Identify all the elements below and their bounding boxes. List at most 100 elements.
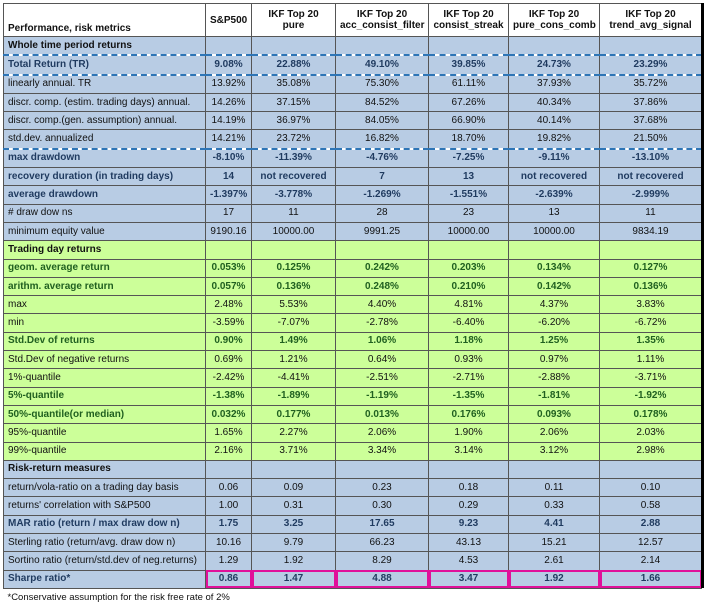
- metric-value: 0.210%: [428, 276, 509, 297]
- column-header-line1: IKF Top 20: [356, 9, 408, 20]
- table-row: discr. comp. (estim. trading days) annua…: [3, 92, 702, 113]
- metric-value: 8.29: [335, 551, 429, 571]
- metric-value: 9190.16: [205, 221, 252, 242]
- metric-value: 0.203%: [428, 258, 509, 278]
- metric-value: 2.27%: [251, 423, 336, 443]
- metric-value: 0.90%: [205, 331, 252, 352]
- metric-label: return/vola-ratio on a trading day basis: [3, 478, 206, 498]
- column-header-line2: pure_cons_comb: [513, 20, 596, 31]
- metric-value: not recovered: [599, 167, 702, 187]
- table-row: 5%-quantile -1.38% -1.89% -1.19% -1.35% -1.81…: [3, 386, 702, 406]
- metric-value: 15.21: [508, 533, 600, 553]
- metric-value: -9.11%: [508, 148, 600, 169]
- metric-label: max drawdown: [3, 148, 206, 169]
- table-row: max 2.48% 5.53% 4.40% 4.81% 4.37% 3.83%: [3, 295, 702, 315]
- metric-value: 4.81%: [428, 295, 509, 315]
- metric-value: 35.08%: [251, 74, 336, 94]
- metric-value: 13: [428, 167, 509, 187]
- metric-value: 0.10: [599, 478, 702, 498]
- metric-value: 0.11: [508, 478, 600, 498]
- metric-value: 2.06%: [508, 423, 600, 443]
- metric-value: 2.03%: [599, 423, 702, 443]
- table-row: 99%-quantile 2.16% 3.71% 3.34% 3.14% 3.12% 2.9…: [3, 441, 702, 461]
- table-row: Std.Dev of returns 0.90% 1.49% 1.06% 1.18% 1.…: [3, 331, 702, 352]
- metric-value: 4.37%: [508, 295, 600, 315]
- metric-value: -1.269%: [335, 185, 429, 205]
- table-row: recovery duration (in trading days) 14 not…: [3, 167, 702, 187]
- metric-value: 5.53%: [251, 295, 336, 315]
- metric-value: 2.88: [599, 514, 702, 535]
- metric-label: Sharpe ratio*: [3, 569, 206, 589]
- section-title: Trading day returns: [3, 240, 206, 260]
- metric-value: 3.71%: [251, 441, 336, 461]
- section-spacer: [205, 240, 252, 260]
- metric-value: 61.11%: [428, 74, 509, 94]
- metric-value: 1.65%: [205, 423, 252, 443]
- metric-value: 10.16: [205, 533, 252, 553]
- table-row: Sharpe ratio* 0.86 1.47 4.88 3.47 1.92 1.66: [3, 569, 702, 589]
- header-row: Performance, risk metrics S&P500 IKF Top 2…: [3, 3, 702, 37]
- metric-label: geom. average return: [3, 258, 206, 278]
- section-title: Whole time period returns: [3, 36, 206, 56]
- metric-value: 1.90%: [428, 423, 509, 443]
- metric-value: 1.92: [508, 569, 600, 589]
- metric-value: 2.06%: [335, 423, 429, 443]
- column-header: IKF Top 20 pure_cons_comb: [508, 3, 600, 37]
- column-header-line1: IKF Top 20: [625, 9, 676, 20]
- metric-value: 3.34%: [335, 441, 429, 461]
- metric-value: 1.25%: [508, 331, 600, 352]
- metric-label: Std.Dev of returns: [3, 331, 206, 352]
- metric-value: 0.64%: [335, 350, 429, 370]
- metric-value: 2.16%: [205, 441, 252, 461]
- metric-value: 0.136%: [599, 276, 702, 297]
- metric-value: 1.66: [599, 569, 702, 589]
- metric-value: -1.38%: [205, 386, 252, 406]
- metric-value: -1.551%: [428, 185, 509, 205]
- section-header: Whole time period returns: [3, 36, 702, 56]
- right-edge-shadow: [701, 3, 704, 588]
- footnote: *Conservative assumption for the risk fr…: [3, 588, 702, 605]
- metric-value: -2.88%: [508, 368, 600, 388]
- metric-label: max: [3, 295, 206, 315]
- metric-label: 99%-quantile: [3, 441, 206, 461]
- section-spacer: [251, 459, 336, 480]
- metric-value: 40.14%: [508, 111, 600, 131]
- metric-value: 37.86%: [599, 92, 702, 113]
- section-spacer: [428, 459, 509, 480]
- metric-label: min: [3, 313, 206, 333]
- metric-value: 84.05%: [335, 111, 429, 131]
- metric-label: MAR ratio (return / max draw dow n): [3, 514, 206, 535]
- column-header-line1: S&P500: [210, 14, 248, 26]
- metric-value: 17.65: [335, 514, 429, 535]
- metric-value: 0.125%: [251, 258, 336, 278]
- metric-value: 0.58: [599, 496, 702, 516]
- metric-value: 0.136%: [251, 276, 336, 297]
- metric-value: 39.85%: [428, 54, 509, 76]
- metric-value: 19.82%: [508, 129, 600, 150]
- metric-label: 5%-quantile: [3, 386, 206, 406]
- table-row: Std.Dev of negative returns 0.69% 1.21% 0.6…: [3, 350, 702, 370]
- table-row: linearly annual. TR 13.92% 35.08% 75.30% 61.…: [3, 74, 702, 94]
- metric-value: -3.59%: [205, 313, 252, 333]
- metric-value: 13.92%: [205, 74, 252, 94]
- metric-label: discr. comp.(gen. assumption) annual.: [3, 111, 206, 131]
- metric-value: 66.90%: [428, 111, 509, 131]
- metric-label: recovery duration (in trading days): [3, 167, 206, 187]
- table-row: 1%-quantile -2.42% -4.41% -2.51% -2.71% -2.88…: [3, 368, 702, 388]
- metric-value: 0.053%: [205, 258, 252, 278]
- table-row: Sterling ratio (return/avg. draw dow n) 1…: [3, 533, 702, 553]
- metric-value: 84.52%: [335, 92, 429, 113]
- metric-value: -6.40%: [428, 313, 509, 333]
- metric-value: 23: [428, 203, 509, 223]
- column-header-line2: acc_consist_filter: [340, 20, 425, 31]
- metric-value: 0.248%: [335, 276, 429, 297]
- metric-value: -4.76%: [335, 148, 429, 169]
- section-spacer: [335, 240, 429, 260]
- metric-value: 11: [599, 203, 702, 223]
- metric-value: 2.48%: [205, 295, 252, 315]
- metric-value: 14.21%: [205, 129, 252, 150]
- table-row: max drawdown -8.10% -11.39% -4.76% -7.25% -9.…: [3, 148, 702, 169]
- metric-value: 4.40%: [335, 295, 429, 315]
- metric-value: 0.06: [205, 478, 252, 498]
- table-row: return/vola-ratio on a trading day basis…: [3, 478, 702, 498]
